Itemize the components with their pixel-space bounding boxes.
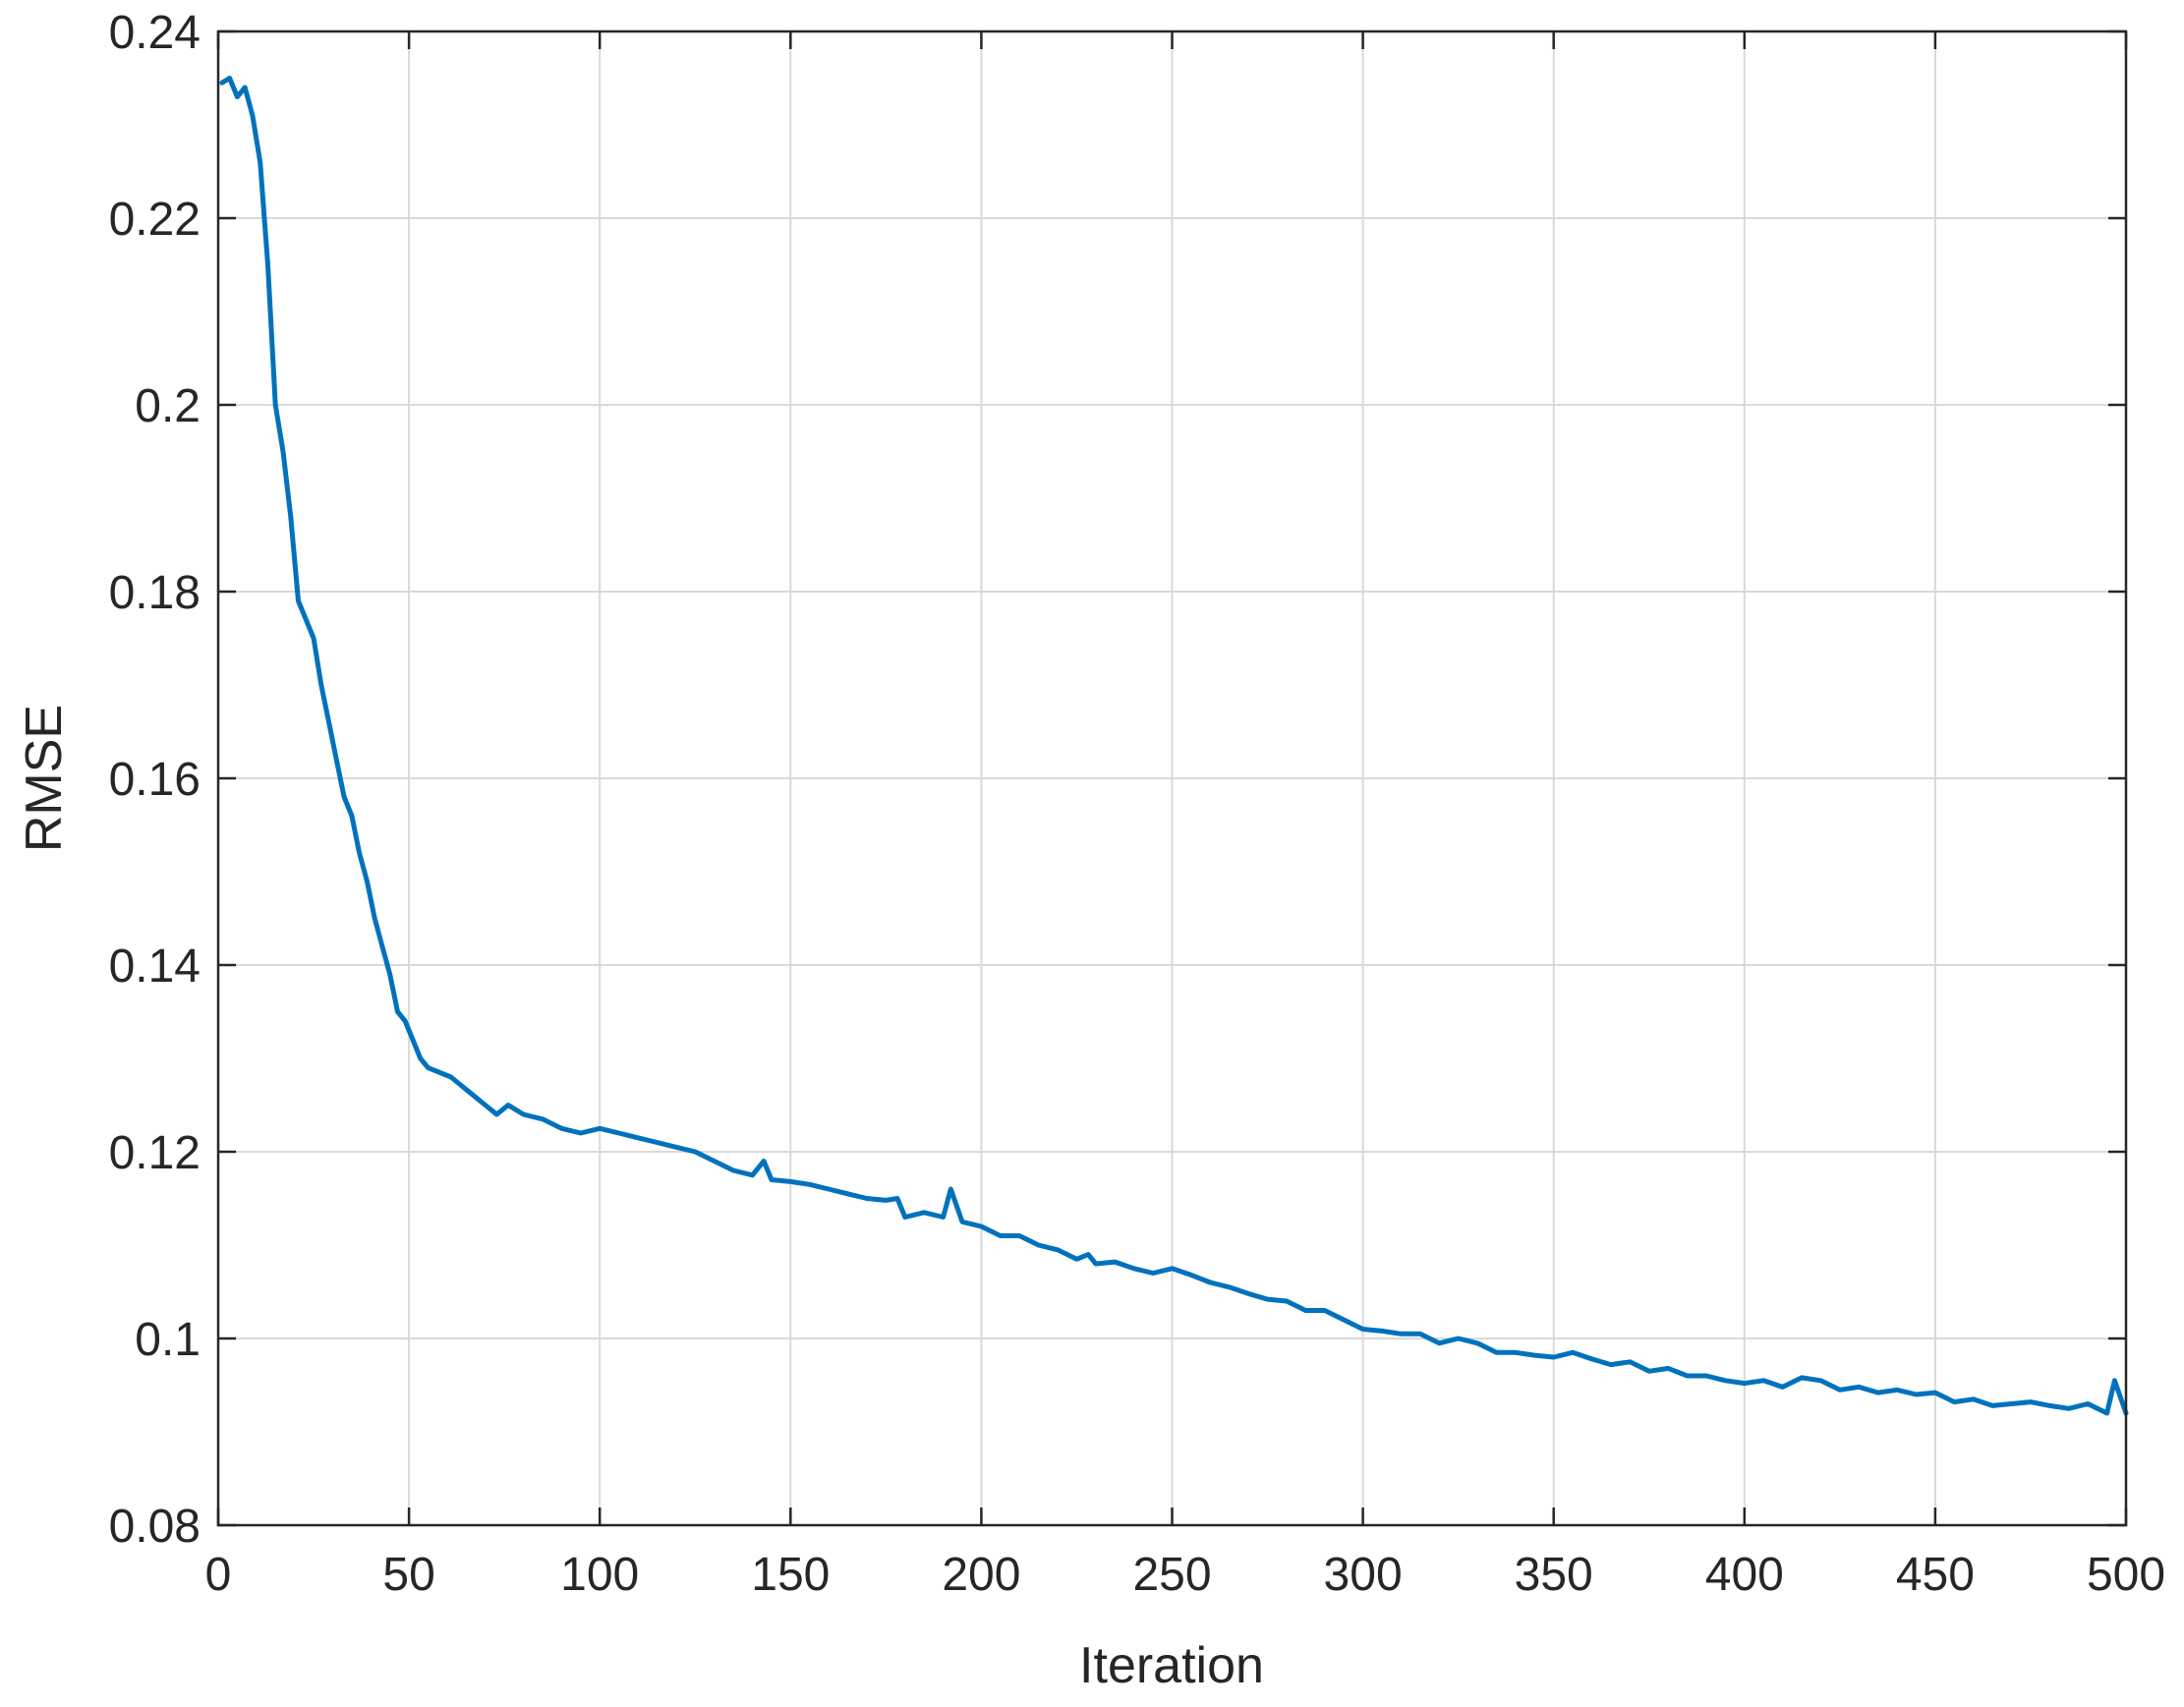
grid-lines: [218, 31, 2126, 1525]
y-tick-label: 0.14: [109, 940, 201, 993]
x-tick-label: 100: [560, 1549, 639, 1601]
series-line: [219, 76, 2129, 1416]
x-tick-label: 0: [205, 1549, 232, 1601]
y-tick-label: 0.1: [135, 1314, 201, 1366]
x-tick-label: 250: [1132, 1549, 1211, 1601]
x-tick-label: 50: [382, 1549, 434, 1601]
y-tick-label: 0.22: [109, 194, 201, 246]
y-axis-label: RMSE: [16, 705, 73, 852]
x-axis-label: Iteration: [1079, 1637, 1264, 1694]
x-tick-label: 350: [1515, 1549, 1593, 1601]
y-tick-labels: 0.08 0.1 0.12 0.14 0.16 0.18 0.2 0.22 0.24: [109, 7, 201, 1553]
y-tick-label: 0.2: [135, 380, 201, 432]
x-tick-labels: 0 50 100 150 200 250 300 350 400 450 500: [205, 1549, 2165, 1601]
y-tick-label: 0.12: [109, 1127, 201, 1179]
axis-ticks: [216, 29, 2128, 1527]
series-layer: [219, 76, 2129, 1416]
y-tick-label: 0.08: [109, 1501, 201, 1553]
y-tick-label: 0.24: [109, 7, 201, 59]
x-tick-label: 500: [2087, 1549, 2165, 1601]
y-tick-label: 0.16: [109, 754, 201, 806]
x-tick-label: 300: [1324, 1549, 1403, 1601]
x-tick-label: 400: [1705, 1549, 1784, 1601]
y-tick-label: 0.18: [109, 567, 201, 619]
x-tick-label: 450: [1896, 1549, 1975, 1601]
x-tick-label: 200: [942, 1549, 1020, 1601]
x-tick-label: 150: [751, 1549, 830, 1601]
